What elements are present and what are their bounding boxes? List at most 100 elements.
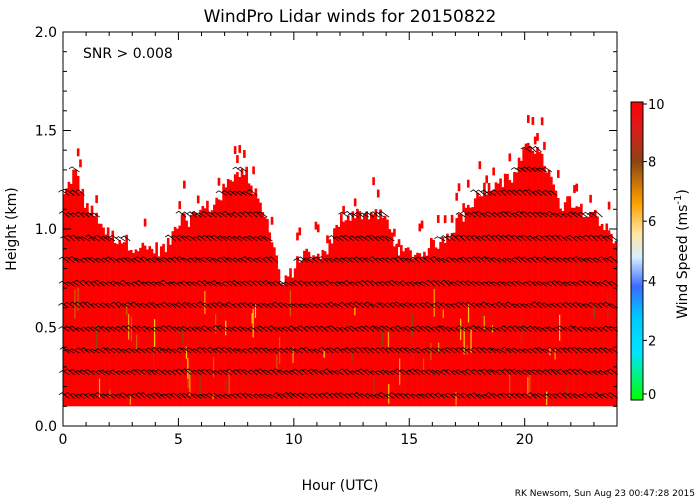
wind-barb [211, 211, 222, 218]
wind-barb [139, 392, 151, 399]
wind-barb [312, 256, 324, 263]
wind-barb [196, 346, 207, 354]
wind-barb [69, 212, 80, 218]
wind-barb [140, 256, 151, 263]
wind-barb [541, 166, 553, 173]
wind-data-column [360, 219, 364, 407]
wind-barb [480, 347, 492, 354]
wind-data-column [600, 223, 604, 407]
wind-barb [216, 235, 227, 242]
wind-barb [486, 326, 497, 332]
wind-speed-streak [178, 328, 180, 335]
wind-speed-streak [381, 330, 384, 347]
wind-barb [389, 302, 400, 309]
wind-speed-streak [109, 389, 111, 399]
wind-barb [191, 236, 202, 242]
wind-barb [561, 392, 573, 399]
wind-barb [263, 256, 273, 263]
wind-data-column [86, 203, 89, 407]
wind-barb [388, 346, 400, 354]
wind-data-patch [353, 198, 357, 207]
wind-data-column [471, 207, 475, 407]
wind-barb [291, 348, 304, 354]
wind-barb [491, 302, 502, 309]
wind-barb [419, 302, 431, 309]
wind-barb [449, 281, 461, 287]
wind-barb [551, 280, 563, 287]
wind-barb [485, 191, 497, 196]
wind-data-column [446, 233, 449, 407]
wind-data-column [510, 182, 514, 407]
wind-barb [450, 303, 461, 309]
wind-barb [195, 212, 207, 218]
wind-data-column [83, 207, 87, 407]
y-axis-ticks: 0.0 0.5 1.0 1.5 2.0 [35, 25, 617, 435]
wind-barb [217, 369, 227, 376]
wind-data-column [215, 197, 218, 407]
wind-speed-streak [442, 309, 444, 319]
wind-barb [165, 393, 177, 399]
wind-data-column [358, 211, 362, 407]
wind-barb [515, 280, 527, 287]
wind-barb [166, 281, 177, 287]
wind-barb [535, 280, 547, 287]
wind-barb [409, 326, 420, 332]
wind-speed-streak [228, 370, 230, 396]
wind-barb [99, 326, 111, 332]
wind-speed-streak [126, 303, 128, 316]
wind-barb [159, 279, 172, 287]
wind-barb [540, 348, 552, 354]
wind-barb [522, 189, 532, 196]
wind-data-column [199, 209, 202, 407]
wind-barb [99, 302, 111, 309]
wind-data-column [208, 212, 212, 407]
wind-barb [359, 346, 370, 354]
wind-barb [246, 393, 258, 399]
wind-barb [175, 326, 187, 332]
wind-barb [531, 301, 542, 309]
wind-barb [139, 302, 151, 309]
wind-data-column [173, 226, 177, 407]
wind-barb [500, 189, 512, 196]
wind-barb [200, 347, 212, 354]
wind-barb [170, 392, 182, 399]
wind-barb [323, 347, 334, 354]
wind-barb [552, 347, 563, 354]
wind-data-column [238, 177, 242, 407]
wind-speed-streak [399, 358, 401, 385]
wind-barb [480, 301, 492, 309]
wind-barb [180, 280, 192, 287]
wind-barb [445, 368, 456, 376]
wind-barb [481, 281, 492, 287]
wind-barb [464, 368, 476, 376]
wind-barb [64, 281, 75, 287]
wind-barb [230, 236, 243, 242]
wind-barb [404, 393, 415, 399]
wind-barb [146, 369, 156, 376]
wind-barb [226, 326, 238, 332]
wind-barb [146, 301, 156, 309]
wind-data-column [536, 146, 539, 407]
wind-data-patch [466, 179, 470, 188]
wind-barb [567, 347, 578, 354]
wind-barb [535, 347, 547, 354]
wind-barb [373, 393, 385, 399]
wind-data-column [462, 221, 465, 407]
wind-barb [242, 210, 253, 218]
wind-speed-streak [212, 357, 215, 378]
wind-barb [131, 325, 141, 332]
wind-barb [185, 235, 197, 242]
wind-barb [403, 257, 415, 263]
wind-barb [59, 370, 70, 376]
wind-data-column [478, 196, 482, 407]
wind-barb [535, 369, 547, 376]
wind-barb [531, 256, 542, 263]
wind-barb [63, 348, 75, 354]
wind-barb [450, 370, 461, 376]
wind-data-column [95, 212, 98, 407]
wind-barb [535, 392, 547, 399]
wind-data-column [457, 213, 461, 407]
wind-data-patch [485, 175, 489, 184]
wind-barb [556, 257, 568, 263]
wind-data-column [249, 185, 253, 407]
